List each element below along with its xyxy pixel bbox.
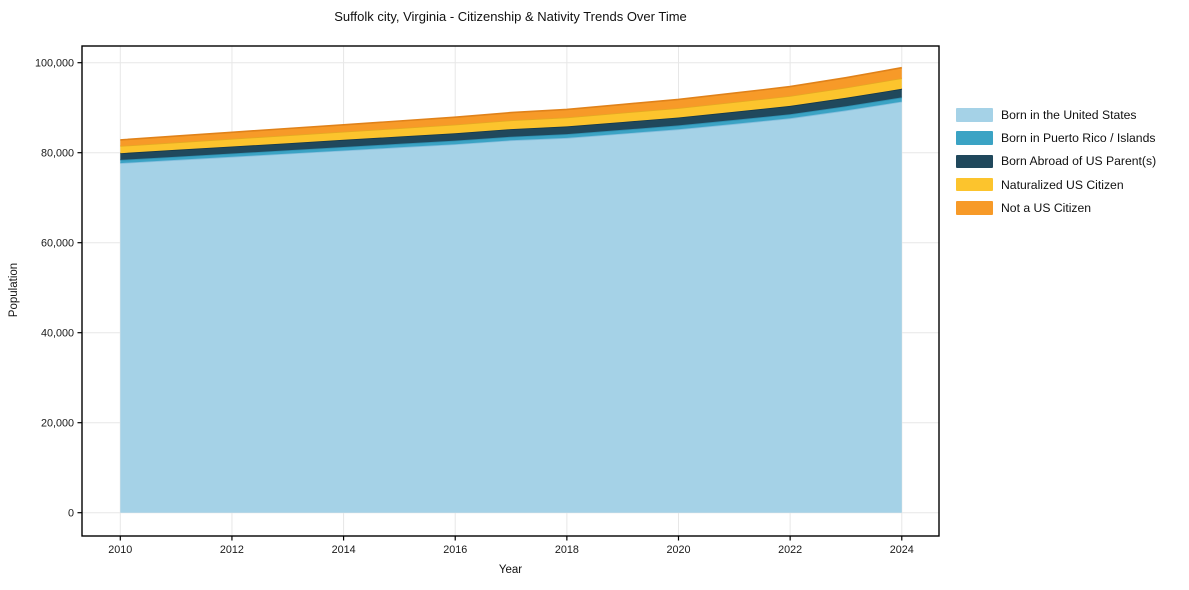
legend-label: Born in Puerto Rico / Islands bbox=[1001, 131, 1156, 146]
chart-title: Suffolk city, Virginia - Citizenship & N… bbox=[334, 9, 687, 24]
area-naturalized-us-citizen bbox=[120, 78, 902, 154]
x-tick-label: 2024 bbox=[890, 544, 914, 556]
legend-item: Not a US Citizen bbox=[956, 201, 1156, 215]
x-tick-label: 2012 bbox=[220, 544, 244, 556]
legend-label: Naturalized US Citizen bbox=[1001, 177, 1124, 192]
legend-swatch bbox=[956, 108, 993, 122]
area-born-in-the-united-states bbox=[120, 101, 902, 513]
x-tick-label: 2016 bbox=[443, 544, 467, 556]
area-born-in-puerto-rico-islands bbox=[120, 97, 902, 164]
legend-swatch bbox=[956, 131, 993, 145]
legend-swatch bbox=[956, 201, 993, 215]
legend-item: Naturalized US Citizen bbox=[956, 178, 1156, 192]
legend: Born in the United States Born in Puerto … bbox=[956, 108, 1156, 224]
y-tick-label: 100,000 bbox=[35, 57, 74, 69]
legend-item: Born Abroad of US Parent(s) bbox=[956, 154, 1157, 169]
y-tick-label: 40,000 bbox=[41, 327, 74, 339]
plot-border bbox=[81, 45, 940, 537]
y-tick-label: 20,000 bbox=[41, 417, 74, 429]
x-tick-label: 2020 bbox=[666, 544, 690, 556]
x-axis-label: Year bbox=[498, 564, 523, 576]
y-tick-label: 60,000 bbox=[41, 237, 74, 249]
area-not-a-us-citizen bbox=[120, 67, 902, 146]
legend-label: Not a US Citizen bbox=[1001, 200, 1092, 215]
y-tick-label: 0 bbox=[68, 507, 74, 519]
legend-label: Born Abroad of US Parent(s) bbox=[1001, 154, 1157, 169]
y-tick-label: 80,000 bbox=[41, 147, 74, 159]
x-tick-label: 2022 bbox=[778, 544, 802, 556]
legend-swatch bbox=[956, 154, 993, 169]
legend-item: Born in the United States bbox=[956, 108, 1156, 122]
legend-label: Born in the United States bbox=[1001, 107, 1137, 122]
legend-item: Born in Puerto Rico / Islands bbox=[956, 131, 1156, 145]
y-axis-label: Population bbox=[8, 262, 20, 318]
area-edge bbox=[120, 66, 902, 141]
legend-swatch bbox=[956, 177, 993, 192]
x-tick-label: 2014 bbox=[332, 544, 356, 556]
x-tick-label: 2010 bbox=[108, 544, 132, 556]
x-tick-label: 2018 bbox=[555, 544, 579, 556]
